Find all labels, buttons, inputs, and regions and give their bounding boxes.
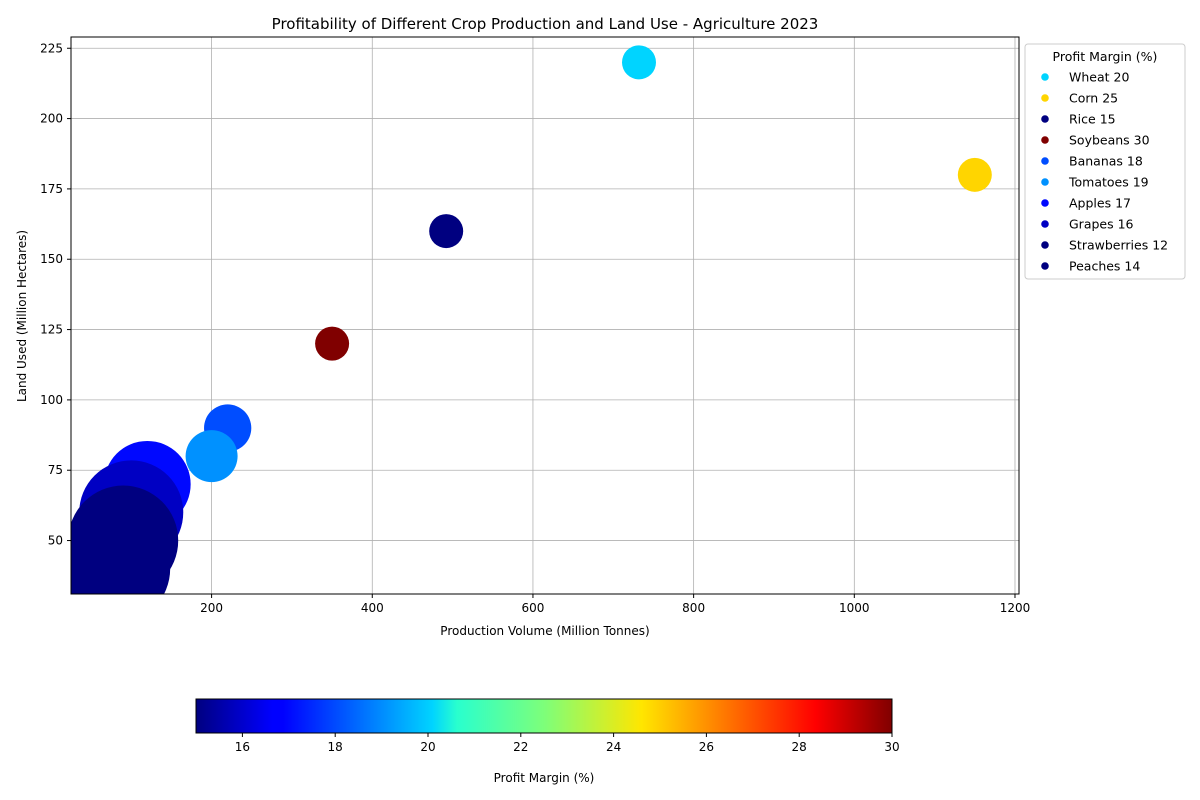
- legend-entry-label: Apples 17: [1069, 196, 1131, 211]
- colorbar-tick-label: 22: [513, 740, 528, 754]
- point-rice: [429, 214, 464, 249]
- legend-marker: [1041, 220, 1049, 228]
- y-tick-label: 75: [48, 463, 63, 477]
- point-peaches: [71, 513, 171, 594]
- legend-marker: [1041, 241, 1049, 249]
- legend-marker: [1041, 178, 1049, 186]
- legend-marker: [1041, 136, 1049, 144]
- x-tick-label: 1200: [1000, 601, 1031, 615]
- colorbar-label: Profit Margin (%): [494, 771, 595, 785]
- legend-marker: [1041, 199, 1049, 207]
- legend-entry-label: Wheat 20: [1069, 70, 1129, 85]
- colorbar-tick-label: 24: [606, 740, 621, 754]
- y-tick-label: 50: [48, 534, 63, 548]
- legend-entry-label: Peaches 14: [1069, 259, 1140, 274]
- legend-box: [1024, 43, 1186, 280]
- legend-title: Profit Margin (%): [1053, 49, 1158, 64]
- colorbar-tick-label: 26: [699, 740, 714, 754]
- legend-entry-label: Grapes 16: [1069, 217, 1134, 232]
- y-axis-label: Land Used (Million Hectares): [15, 230, 29, 402]
- y-tick-label: 100: [40, 393, 63, 407]
- legend-marker: [1041, 157, 1049, 165]
- legend-marker: [1041, 115, 1049, 123]
- plot-frame: [70, 36, 1020, 595]
- legend: Profit Margin (%) Wheat 20 Corn 25 Rice 15…: [1024, 43, 1186, 280]
- y-tick-label: 200: [40, 112, 63, 126]
- y-tick-label: 150: [40, 252, 63, 266]
- legend-entry-label: Rice 15: [1069, 112, 1116, 127]
- legend-entry-label: Soybeans 30: [1069, 133, 1150, 148]
- chart-title: Profitability of Different Crop Producti…: [272, 15, 819, 33]
- y-tick-label: 125: [40, 323, 63, 337]
- x-axis-ticks: 200 400 600 800 1000 1200: [200, 594, 1030, 615]
- colorbar-tick-label: 20: [420, 740, 435, 754]
- grid-lines: [71, 37, 1019, 594]
- point-soybeans: [315, 326, 350, 361]
- legend-marker: [1041, 94, 1049, 102]
- data-points: [71, 45, 992, 594]
- legend-entry-label: Corn 25: [1069, 91, 1118, 106]
- x-tick-label: 1000: [839, 601, 870, 615]
- x-tick-label: 800: [682, 601, 705, 615]
- colorbar: 16 18 20 22 24 26 28 30 Profit Margin (%): [195, 698, 900, 785]
- colorbar-tick-label: 28: [792, 740, 807, 754]
- x-tick-label: 400: [361, 601, 384, 615]
- y-tick-label: 225: [40, 41, 63, 55]
- point-corn: [957, 157, 992, 192]
- y-tick-label: 175: [40, 182, 63, 196]
- colorbar-tick-label: 18: [328, 740, 343, 754]
- point-wheat: [621, 45, 656, 80]
- colorbar-tick-label: 16: [235, 740, 250, 754]
- legend-entry-label: Bananas 18: [1069, 154, 1143, 169]
- legend-entry-label: Strawberries 12: [1069, 238, 1168, 253]
- x-axis-label: Production Volume (Million Tonnes): [440, 624, 649, 638]
- y-axis-ticks: 50 75 100 125 150 175 200 225: [40, 41, 71, 548]
- legend-entry-label: Tomatoes 19: [1068, 175, 1149, 190]
- legend-marker: [1041, 262, 1049, 270]
- x-tick-label: 200: [200, 601, 223, 615]
- legend-marker: [1041, 73, 1049, 81]
- point-tomatoes: [185, 430, 238, 483]
- colorbar-tick-label: 30: [884, 740, 899, 754]
- colorbar-gradient: [195, 698, 893, 734]
- x-tick-label: 600: [521, 601, 544, 615]
